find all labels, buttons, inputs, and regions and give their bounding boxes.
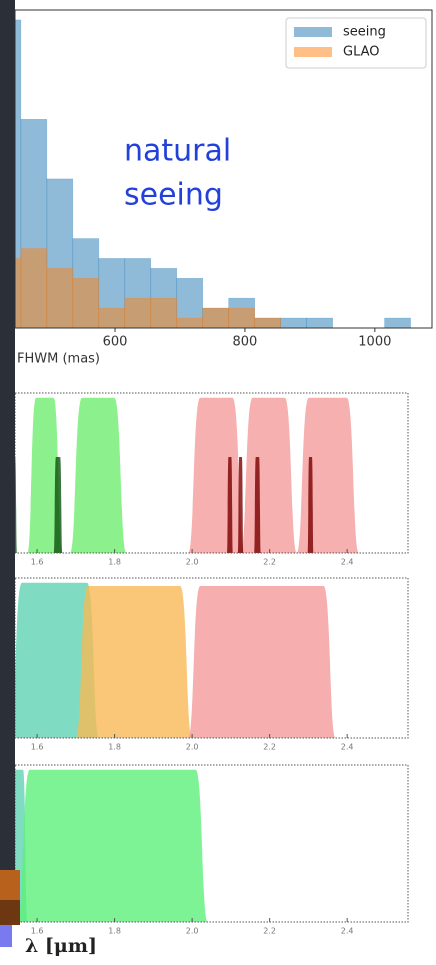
filter-band [296,397,359,553]
bar [72,278,100,328]
legend-label: GLAO [343,45,380,60]
x-tick-label: 2.0 [186,743,199,752]
bar [124,297,152,328]
legend-swatch [294,27,332,37]
x-tick-label: 2.4 [341,558,354,567]
x-tick-label: 1000 [358,335,391,350]
filter-band [9,582,100,738]
slide-image-lower [0,925,12,947]
x-tick-label: 1.8 [108,558,121,567]
x-tick-label: 2.0 [186,927,199,936]
slide-strip [0,0,15,870]
x-tick-label: 2.2 [263,558,276,567]
legend-label: seeing [343,25,386,40]
x-tick-label: 2.2 [263,743,276,752]
filter-band [70,397,127,553]
x-tick-label: 1.6 [31,743,44,752]
filter-band [27,397,63,553]
x-tick-label: 800 [233,335,258,350]
x-tick-label: 600 [103,335,128,350]
x-axis-label: FHWM (mas) [17,352,100,367]
filter-band [254,457,261,553]
filter-band [17,769,208,922]
bars [15,19,411,328]
bar [20,248,48,328]
annotation: natural [124,134,231,169]
annotation: seeing [124,178,223,213]
bar [384,317,411,328]
x-axis-label: λ [μm] [25,935,97,957]
filter-band [53,457,63,553]
filter-band [240,397,297,553]
x-tick-label: 1.6 [31,558,44,567]
bar [46,268,74,328]
slide-image-shadow [0,900,20,925]
bar [98,307,126,328]
x-tick-label: 2.0 [186,558,199,567]
filter-band [227,457,233,553]
x-tick-label: 1.8 [108,743,121,752]
bar [202,307,229,328]
bar [254,317,281,328]
bar [306,317,333,328]
bar [150,297,178,328]
filter-band [188,397,245,553]
x-tick-label: 1.8 [108,927,121,936]
bar [228,307,255,328]
filter-band [237,457,244,553]
filter-band [307,457,314,553]
bar [176,317,204,328]
filter-band [75,586,193,738]
filter-band [188,586,336,738]
x-tick-label: 2.4 [341,927,354,936]
x-tick-label: 1.6 [31,927,44,936]
bar [280,317,307,328]
x-tick-label: 2.2 [263,927,276,936]
legend-swatch [294,47,332,57]
x-tick-label: 2.4 [341,743,354,752]
